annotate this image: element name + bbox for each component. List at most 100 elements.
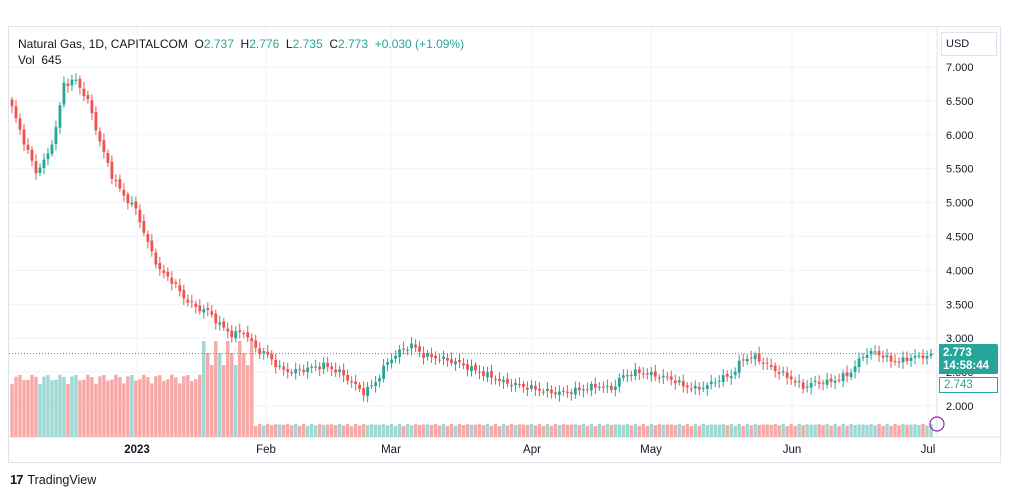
candle-body [745,358,749,362]
candle-body [857,358,861,368]
volume-label[interactable]: Vol [18,53,35,67]
low-value: 2.735 [292,37,323,51]
volume-bar [274,424,278,437]
volume-bar [345,423,350,437]
volume-bar [142,374,146,437]
candle-body [442,356,445,359]
candle-body [466,364,469,370]
timer-icon [929,416,945,432]
candle-body [130,202,134,205]
volume-bar [349,426,354,437]
candle-body [569,392,573,395]
candle-body [394,355,397,359]
candle-body [370,385,374,387]
y-tick-label: 5.000 [946,198,974,210]
volume-bar [405,423,410,437]
volume-bar [757,424,761,437]
volume-bar [605,423,610,437]
candle-body [498,378,501,381]
volume-bar [309,423,314,437]
volume-bar [337,423,342,437]
volume-bar [138,379,142,437]
candle-body [725,374,729,377]
candle-body [102,140,106,152]
volume-bar [46,374,50,437]
x-tick-label: Mar [381,444,401,456]
candle-body [709,381,713,385]
candle-body [613,386,617,390]
volume-bar [665,424,669,437]
candle-body [162,270,166,274]
candle-body [565,391,569,393]
candle-body [310,366,314,368]
candle-body [34,161,38,174]
candle-body [98,131,102,142]
volume-bar [102,374,106,437]
candle-body [82,88,86,97]
candle-body [510,384,513,387]
volume-bar [817,424,821,437]
tradingview-footer[interactable]: 17 TradingView [10,472,96,487]
volume-bar [905,424,909,437]
volume-bar [301,423,306,437]
volume-bar [517,424,522,437]
volume-bar [621,424,626,437]
candle-body [322,362,326,370]
volume-bar [98,376,102,437]
candle-body [206,308,210,311]
volume-bar [613,424,618,437]
symbol-label[interactable]: Natural Gas, 1D, CAPITALCOM [18,37,188,51]
volume-bar [110,379,114,437]
candle-body [757,353,761,362]
candle-body [366,386,370,397]
candle-body [122,189,126,196]
candle-body [22,129,26,145]
candle-body [789,376,793,380]
volume-bar [369,424,374,437]
candle-body [805,386,809,388]
volume-bar [14,376,18,437]
candle-body [290,372,294,374]
volume-bar [509,424,514,437]
volume-bar [741,426,745,437]
high-label: H [240,37,250,51]
volume-bar [58,374,62,437]
volume-bar [909,424,913,437]
volume-bar [190,380,194,437]
candle-body [198,305,202,312]
volume-bar [158,375,162,437]
volume-bar [681,425,685,437]
candle-body [222,321,226,328]
volume-bar [194,379,198,437]
volume-bar [689,426,693,437]
volume-bar [106,380,110,437]
candle-body [761,362,765,364]
volume-bar [545,423,550,437]
volume-bar [94,383,98,437]
volume-bar [122,383,126,437]
volume-bar [230,353,234,437]
volume-bar [38,384,42,437]
volume-bar [921,423,925,437]
volume-bar [469,424,474,437]
candle-body [14,106,18,119]
candle-body [138,209,142,223]
volume-bar [357,425,362,437]
volume-bar [417,424,422,437]
volume-bar [537,423,542,437]
volume-bar [901,424,905,437]
candle-body [250,338,254,342]
candle-body [518,384,521,386]
volume-bar [713,424,717,437]
volume-bar [673,424,677,437]
volume-bar [637,425,642,437]
volume-bar [657,424,661,437]
candle-body [146,234,150,242]
currency-button[interactable]: USD [941,32,997,56]
candle-body [601,386,605,388]
volume-bar [62,376,66,437]
candle-body [110,161,114,179]
candle-body [418,346,421,352]
candle-body [913,355,917,358]
